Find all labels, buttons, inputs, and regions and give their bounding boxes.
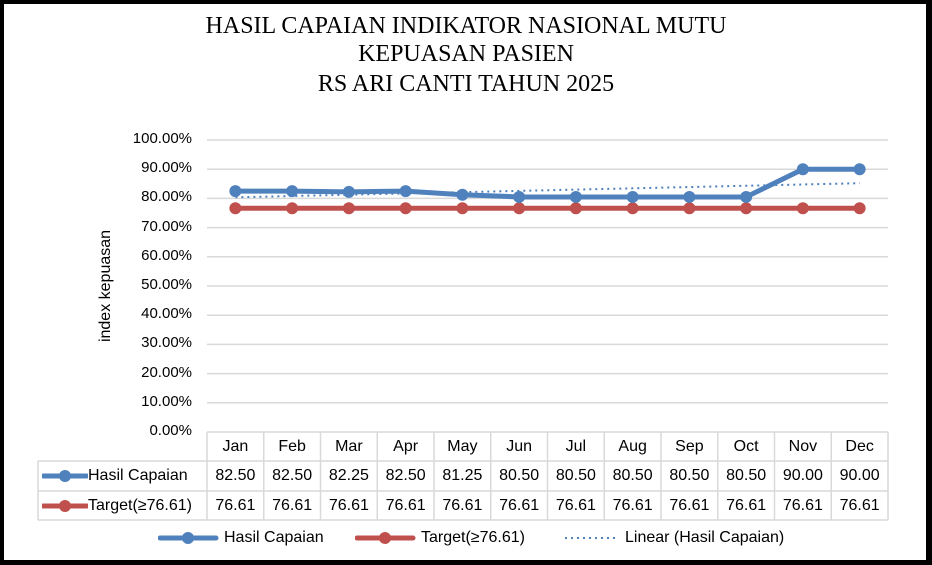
y-tick-label: 100.00% <box>132 130 192 147</box>
legend-label: Linear (Hasil Capaian) <box>625 529 785 546</box>
data-point-marker <box>286 202 299 215</box>
data-point-marker <box>796 202 809 215</box>
legend-label: Target(≥76.61) <box>421 529 525 546</box>
legend-dotted-line-icon <box>565 537 615 539</box>
data-point-marker <box>740 190 753 203</box>
table-value-cell: 82.50 <box>215 467 256 484</box>
data-point-marker <box>853 202 866 215</box>
data-point-marker <box>513 202 526 215</box>
table-value-cell: 76.61 <box>499 496 540 514</box>
x-category-label: Apr <box>393 437 419 455</box>
x-category-label: Mar <box>335 437 363 455</box>
legend-item[interactable]: Target(≥76.61) <box>355 529 525 547</box>
table-value-cell: 76.61 <box>782 496 823 514</box>
trendline <box>235 182 860 199</box>
table-value-cell: 76.61 <box>215 496 256 514</box>
x-category-label: Dec <box>845 437 874 455</box>
data-point-marker <box>796 163 809 176</box>
table-value-cell: 76.61 <box>555 496 596 514</box>
data-point-marker <box>683 202 696 215</box>
table-value-cell: 80.50 <box>669 467 710 484</box>
data-point-marker <box>229 202 242 215</box>
table-value-cell: 76.61 <box>669 496 710 514</box>
legend-item[interactable]: Hasil Capaian <box>158 529 324 547</box>
legend-label: Hasil Capaian <box>224 529 324 546</box>
table-value-cell: 82.25 <box>328 467 369 484</box>
data-point-marker <box>569 190 582 203</box>
table-value-cell: 76.61 <box>442 496 483 514</box>
table-value-cell: 80.50 <box>612 467 653 484</box>
table-value-cell: 76.61 <box>612 496 653 514</box>
table-value-cell: 82.50 <box>272 467 313 484</box>
series-line <box>235 166 860 200</box>
data-point-marker <box>456 188 469 201</box>
table-value-cell: 82.50 <box>385 467 426 484</box>
table-row-label: Hasil Capaian <box>42 461 207 491</box>
y-tick-label: 40.00% <box>141 305 192 323</box>
x-category-label: Aug <box>618 437 647 455</box>
data-point-marker <box>740 202 753 215</box>
series-swatch-icon <box>42 470 88 482</box>
data-point-marker <box>342 185 355 198</box>
table-value-cell: 76.61 <box>839 496 880 514</box>
y-tick-label: 20.00% <box>141 363 192 381</box>
legend-marker-line-icon <box>158 532 219 544</box>
legend-item[interactable]: Linear (Hasil Capaian) <box>563 529 784 547</box>
table-value-cell: 90.00 <box>782 467 823 484</box>
table-value-cell: 76.61 <box>726 496 767 514</box>
table-value-cell: 80.50 <box>555 467 596 484</box>
table-value-cell: 76.61 <box>272 496 313 514</box>
chart-title-line-1: HASIL CAPAIAN INDIKATOR NASIONAL MUTU <box>205 13 727 39</box>
y-tick-label: 50.00% <box>141 276 192 293</box>
data-point-marker <box>456 202 469 215</box>
x-category-label: Feb <box>278 437 306 455</box>
x-category-label: Jul <box>565 437 587 455</box>
y-tick-label: 10.00% <box>141 392 192 410</box>
table-value-cell: 80.50 <box>726 467 767 484</box>
x-category-label: Sep <box>675 437 704 455</box>
chart-title-line-2: KEPUASAN PASIEN <box>358 41 574 67</box>
y-tick-label: 60.00% <box>141 246 192 264</box>
table-row-label: Target(≥76.61) <box>42 491 207 520</box>
series-name: Hasil Capaian <box>88 467 188 484</box>
x-category-label: Jun <box>506 437 533 455</box>
x-category-label: May <box>447 437 478 455</box>
x-category-label: Jan <box>222 437 249 455</box>
data-point-marker <box>399 202 412 215</box>
chart-title-line-3: RS ARI CANTI TAHUN 2025 <box>317 71 615 97</box>
data-point-marker <box>342 202 355 215</box>
table-value-cell: 81.25 <box>442 467 483 484</box>
data-point-marker <box>569 202 582 215</box>
series-name: Target(≥76.61) <box>88 496 192 514</box>
data-point-marker <box>399 185 412 198</box>
table-value-cell: 80.50 <box>499 467 540 484</box>
data-point-marker <box>626 202 639 215</box>
data-point-marker <box>513 190 526 203</box>
table-value-cell: 76.61 <box>385 496 426 514</box>
data-point-marker <box>853 163 866 176</box>
y-tick-label: 30.00% <box>141 334 192 352</box>
data-point-marker <box>626 190 639 203</box>
y-tick-label: 80.00% <box>141 188 192 206</box>
table-value-cell: 90.00 <box>839 467 880 484</box>
y-tick-label: 90.00% <box>141 159 192 177</box>
table-value-cell: 76.61 <box>328 496 369 514</box>
data-point-marker <box>286 185 299 198</box>
data-point-marker <box>229 185 242 198</box>
y-tick-label: 70.00% <box>141 217 192 235</box>
x-category-label: Nov <box>788 437 818 455</box>
data-point-marker <box>683 190 696 203</box>
legend-marker-line-icon <box>355 532 416 544</box>
y-tick-label: 0.00% <box>149 422 192 439</box>
series-swatch-icon <box>42 499 88 512</box>
x-category-label: Oct <box>733 437 759 455</box>
